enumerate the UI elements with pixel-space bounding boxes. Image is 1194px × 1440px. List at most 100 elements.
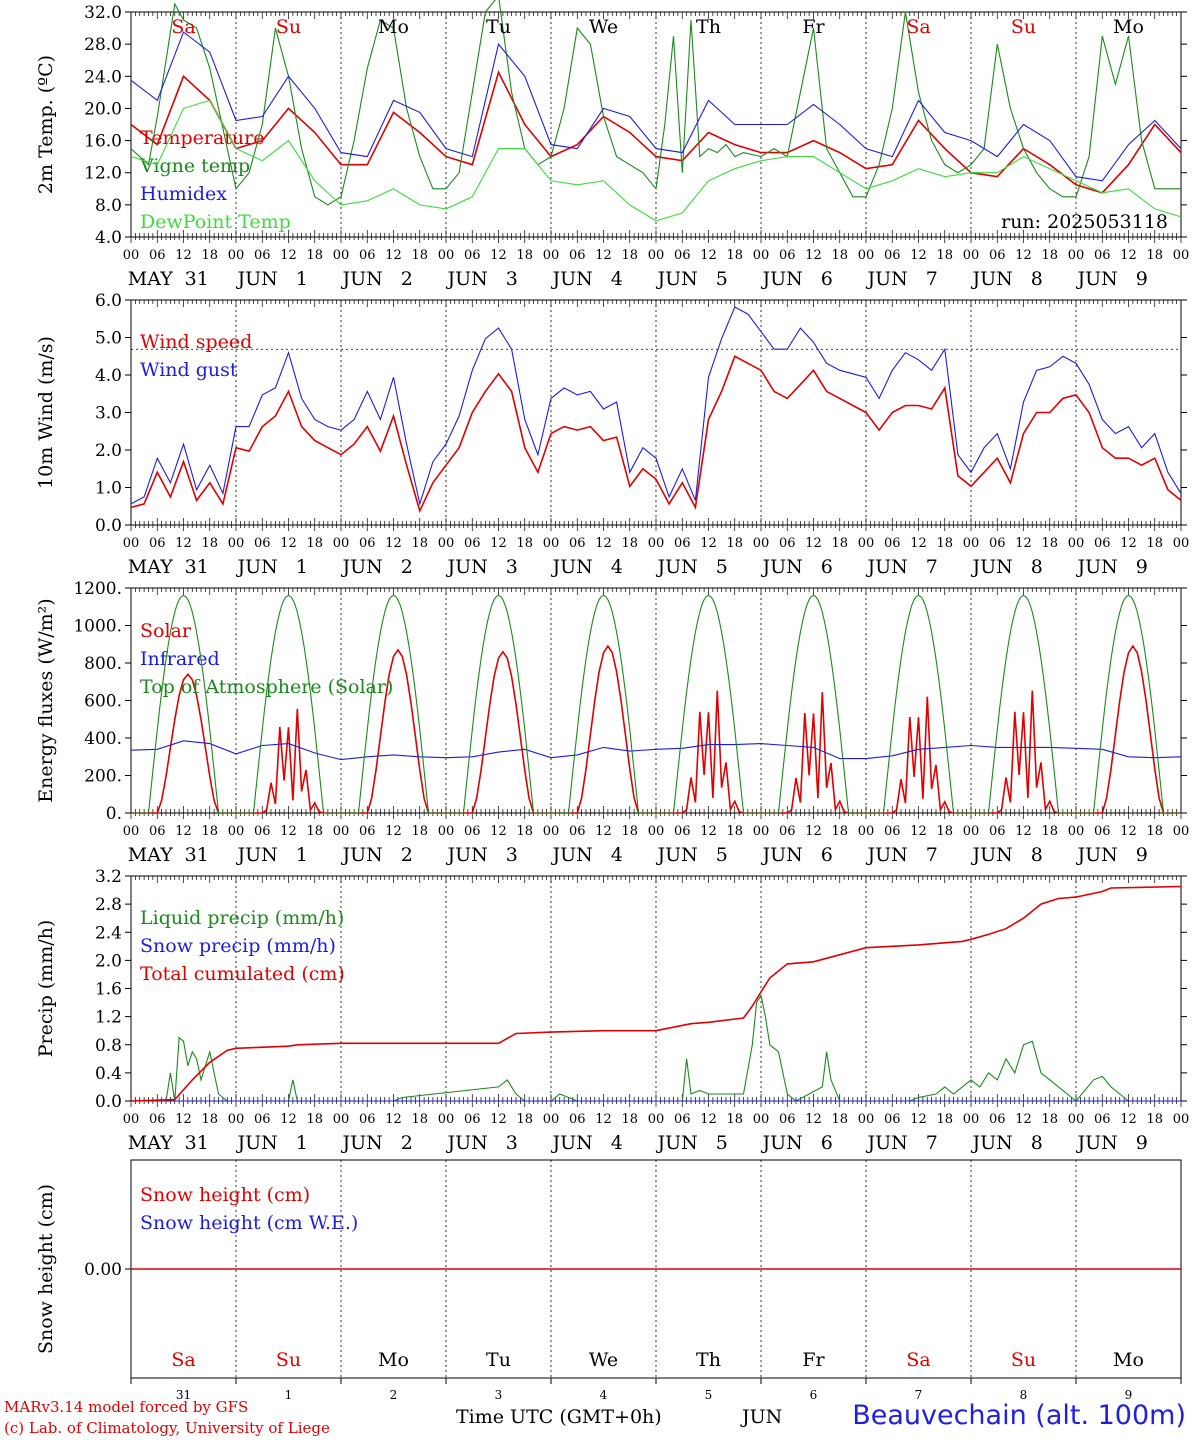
x-tick-label: 06 [359, 536, 376, 551]
date-label-day: 2 [401, 844, 413, 866]
day-name-top: Fr [802, 16, 825, 38]
x-tick-label: 18 [201, 824, 218, 839]
date-label-day: 7 [926, 556, 938, 578]
x-tick-label: 00 [228, 824, 245, 839]
date-label-day: 2 [401, 268, 413, 290]
x-tick-label: 18 [516, 536, 533, 551]
x-tick-label: 18 [411, 1112, 428, 1127]
series-line [130, 31, 1182, 182]
x-tick-label: 06 [254, 824, 271, 839]
legend-entry: Wind gust [140, 359, 238, 381]
date-label-day: 5 [716, 1132, 728, 1154]
x-tick-label: 12 [910, 248, 927, 263]
legend-entry: Infrared [140, 648, 220, 670]
date-label-day: 8 [1031, 1132, 1043, 1154]
y-tick-label: 2.8 [95, 895, 122, 915]
x-tick-label: 12 [1120, 248, 1137, 263]
x-tick-label: 12 [1015, 1112, 1032, 1127]
x-tick-label: 18 [621, 248, 638, 263]
x-tick-label: 12 [595, 536, 612, 551]
legend-entry: Top of Atmosphere (Solar) [140, 676, 393, 698]
date-label-month: JUN [445, 844, 487, 866]
x-tick-label: 06 [464, 1112, 481, 1127]
x-tick-label: 18 [1041, 824, 1058, 839]
date-label-month: JUN [655, 1132, 697, 1154]
x-tick-label: 06 [149, 536, 166, 551]
date-label-month: JUN [970, 268, 1012, 290]
x-tick-label: 06 [464, 824, 481, 839]
x-tick-label: 06 [674, 248, 691, 263]
x-tick-label: 06 [1094, 824, 1111, 839]
x-tick-label: 00 [438, 1112, 455, 1127]
x-tick-label: 12 [805, 536, 822, 551]
legend-entry: Total cumulated (cm) [140, 963, 345, 985]
x-tick-label: 00 [1173, 1112, 1190, 1127]
date-label-day: 4 [611, 556, 623, 578]
y-tick-label: 16.0 [84, 132, 122, 152]
y-tick-label: 400. [84, 729, 122, 749]
series-line [130, 99, 1182, 222]
x-tick-label: 00 [438, 824, 455, 839]
x-tick-label: 06 [359, 1112, 376, 1127]
x-tick-label: 18 [621, 536, 638, 551]
x-tick-label: 12 [490, 536, 507, 551]
y-tick-label: 2.0 [95, 951, 122, 971]
date-label-day: 6 [821, 268, 833, 290]
x-tick-label: 00 [333, 248, 350, 263]
date-label-month: JUN [340, 268, 382, 290]
x-tick-label: 18 [516, 248, 533, 263]
date-label-day: 7 [926, 1132, 938, 1154]
date-label-day: 1 [296, 844, 308, 866]
x-tick-label: 18 [516, 1112, 533, 1127]
x-tick-label: 18 [726, 248, 743, 263]
day-name-top: We [589, 16, 618, 38]
x-tick-label: 18 [621, 1112, 638, 1127]
x-tick-label: 00 [648, 1112, 665, 1127]
date-label-month: JUN [235, 556, 277, 578]
x-tick-label: 00 [648, 824, 665, 839]
x-tick-label: 12 [595, 1112, 612, 1127]
y-tick-label: 0.8 [95, 1036, 122, 1056]
date-label-month: JUN [445, 556, 487, 578]
day-name-bottom: Su [1011, 1349, 1036, 1371]
day-name-bottom: Su [276, 1349, 301, 1371]
date-label-day: 1 [296, 556, 308, 578]
y-tick-label: 28.0 [84, 35, 122, 55]
date-label-month: JUN [865, 844, 907, 866]
date-label-month: JUN [235, 1132, 277, 1154]
x-tick-label: 06 [674, 1112, 691, 1127]
bottom-day-number: 8 [1020, 1388, 1028, 1402]
x-tick-label: 18 [306, 1112, 323, 1127]
x-tick-label: 12 [1120, 536, 1137, 551]
x-tick-label: 12 [280, 536, 297, 551]
date-label-month: MAY [128, 556, 173, 578]
x-tick-label: 00 [543, 824, 560, 839]
x-tick-label: 00 [438, 248, 455, 263]
x-tick-label: 00 [1068, 248, 1085, 263]
x-tick-label: 12 [280, 248, 297, 263]
legend-entry: DewPoint Temp [140, 211, 291, 233]
y-tick-label: 600. [84, 692, 122, 712]
y-tick-label: 0.4 [95, 1064, 122, 1084]
series-line [131, 594, 1181, 814]
x-tick-label: 12 [1015, 536, 1032, 551]
x-tick-label: 18 [1041, 1112, 1058, 1127]
bottom-day-number: 9 [1125, 1388, 1133, 1402]
x-tick-label: 18 [306, 536, 323, 551]
date-label-day: 5 [716, 844, 728, 866]
date-label-month: JUN [340, 844, 382, 866]
bottom-day-number: 7 [915, 1388, 923, 1402]
x-tick-label: 00 [963, 1112, 980, 1127]
x-tick-label: 18 [411, 248, 428, 263]
date-label-month: JUN [550, 844, 592, 866]
date-label-month: JUN [970, 844, 1012, 866]
x-tick-label: 12 [910, 1112, 927, 1127]
date-label-day: 8 [1031, 268, 1043, 290]
bottom-day-number: 2 [390, 1388, 398, 1402]
date-label-month: JUN [550, 556, 592, 578]
date-label-day: 9 [1136, 844, 1148, 866]
day-name-top: Mo [378, 16, 409, 38]
date-label-month: JUN [550, 268, 592, 290]
date-label-day: 2 [401, 556, 413, 578]
date-label-month: MAY [128, 1132, 173, 1154]
